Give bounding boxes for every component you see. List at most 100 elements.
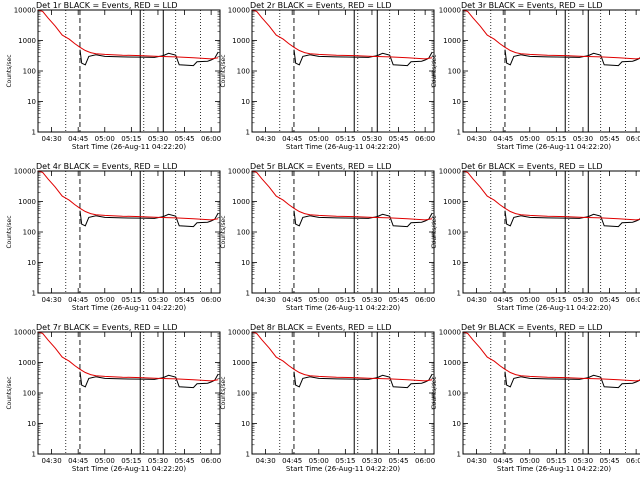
series-events-line	[79, 371, 219, 389]
x-tick-label: 06:00	[626, 135, 640, 143]
x-tick-label: 04:45	[493, 457, 513, 465]
y-tick-label: 10000	[14, 329, 36, 337]
y-tick-label: 1	[32, 129, 36, 137]
panel-det-4: Det 4r BLACK = Events, RED = LLD 1 10 100 10…	[6, 162, 221, 312]
y-axis-label: Counts/sec	[6, 376, 13, 409]
panel-title: Det 7r BLACK = Events, RED = LLD	[36, 323, 178, 332]
y-axis-label: Counts/sec	[6, 54, 13, 87]
panel-det-9: Det 9r BLACK = Events, RED = LLD 1 10 100 10…	[431, 323, 640, 473]
y-axis-label: Counts/sec	[431, 215, 438, 248]
x-tick-label: 06:00	[415, 135, 435, 143]
x-tick-label: 04:45	[68, 296, 88, 304]
x-tick-label: 04:45	[282, 457, 302, 465]
series-events-line	[504, 210, 640, 228]
x-tick-label: 04:30	[41, 457, 61, 465]
series-lld-line	[251, 331, 433, 382]
x-tick-label: 05:00	[95, 135, 115, 143]
x-tick-label: 05:00	[95, 296, 115, 304]
plot-frame	[37, 170, 221, 294]
x-tick-label: 06:00	[201, 135, 221, 143]
x-tick-label: 04:30	[466, 135, 486, 143]
panel-det-2: Det 2r BLACK = Events, RED = LLD 1 10 100 10…	[220, 1, 435, 151]
y-tick-label: 1	[32, 290, 36, 298]
x-tick-label: 04:30	[466, 457, 486, 465]
x-tick-label: 06:00	[626, 457, 640, 465]
y-axis-label: Counts/sec	[431, 54, 438, 87]
y-tick-label: 1	[457, 129, 461, 137]
y-tick-label: 1000	[232, 359, 250, 367]
x-tick-label: 05:45	[174, 296, 194, 304]
y-tick-label: 1000	[232, 198, 250, 206]
x-tick-label: 05:45	[388, 135, 408, 143]
series-events-line	[293, 49, 433, 67]
x-tick-label: 04:45	[493, 296, 513, 304]
y-tick-label: 1	[457, 290, 461, 298]
x-tick-label: 05:30	[362, 457, 382, 465]
panel-det-8: Det 8r BLACK = Events, RED = LLD 1 10 100 10…	[220, 323, 435, 473]
x-axis-label: Start Time (26-Aug-11 04:22:20)	[72, 304, 186, 312]
y-tick-label: 10	[452, 420, 461, 428]
x-tick-label: 06:00	[415, 457, 435, 465]
y-tick-label: 10	[241, 420, 250, 428]
x-tick-label: 04:45	[68, 457, 88, 465]
y-tick-label: 1	[32, 451, 36, 459]
x-tick-label: 05:30	[148, 296, 168, 304]
y-tick-label: 10000	[228, 7, 250, 15]
series-lld-line	[462, 9, 640, 60]
x-tick-label: 06:00	[201, 457, 221, 465]
x-tick-label: 05:00	[520, 457, 540, 465]
y-tick-label: 100	[23, 229, 36, 237]
x-tick-label: 04:30	[255, 296, 275, 304]
x-tick-label: 05:00	[309, 296, 329, 304]
y-tick-label: 100	[237, 229, 250, 237]
y-axis-label: Counts/sec	[220, 376, 227, 409]
y-tick-label: 10000	[14, 7, 36, 15]
x-tick-label: 05:15	[121, 135, 141, 143]
y-tick-label: 10	[27, 259, 36, 267]
y-tick-label: 10000	[439, 7, 461, 15]
panel-title: Det 9r BLACK = Events, RED = LLD	[461, 323, 603, 332]
plot-frame	[37, 9, 221, 133]
panel-title: Det 1r BLACK = Events, RED = LLD	[36, 1, 178, 10]
plot-frame	[462, 9, 640, 133]
x-tick-label: 05:45	[599, 296, 619, 304]
x-tick-label: 06:00	[201, 296, 221, 304]
series-lld-line	[251, 170, 433, 221]
y-tick-label: 10	[241, 259, 250, 267]
x-tick-label: 05:45	[174, 135, 194, 143]
plot-frame	[37, 331, 221, 455]
x-tick-label: 05:15	[546, 296, 566, 304]
y-tick-label: 100	[448, 390, 461, 398]
x-axis-label: Start Time (26-Aug-11 04:22:20)	[286, 304, 400, 312]
series-lld-line	[37, 9, 219, 60]
panel-det-1: Det 1r BLACK = Events, RED = LLD 1 10 100 10…	[6, 1, 221, 151]
x-tick-label: 04:30	[41, 296, 61, 304]
x-tick-label: 05:30	[148, 457, 168, 465]
panel-det-5: Det 5r BLACK = Events, RED = LLD 1 10 100 10…	[220, 162, 435, 312]
x-tick-label: 04:45	[493, 135, 513, 143]
x-tick-label: 05:30	[362, 135, 382, 143]
y-tick-label: 1000	[18, 359, 36, 367]
x-tick-label: 06:00	[626, 296, 640, 304]
x-axis-label: Start Time (26-Aug-11 04:22:20)	[72, 143, 186, 151]
x-tick-label: 04:45	[282, 135, 302, 143]
series-events-line	[293, 371, 433, 389]
x-axis-label: Start Time (26-Aug-11 04:22:20)	[72, 465, 186, 473]
y-axis-label: Counts/sec	[431, 376, 438, 409]
panel-title: Det 6r BLACK = Events, RED = LLD	[461, 162, 603, 171]
x-tick-label: 04:45	[282, 296, 302, 304]
y-tick-label: 100	[448, 229, 461, 237]
y-axis-label: Counts/sec	[220, 54, 227, 87]
y-tick-label: 100	[237, 68, 250, 76]
x-tick-label: 05:00	[95, 457, 115, 465]
plot-frame	[251, 9, 435, 133]
x-axis-label: Start Time (26-Aug-11 04:22:20)	[497, 304, 611, 312]
panel-det-7: Det 7r BLACK = Events, RED = LLD 1 10 100 10…	[6, 323, 221, 473]
x-tick-label: 05:30	[573, 457, 593, 465]
x-tick-label: 06:00	[415, 296, 435, 304]
y-tick-label: 1000	[18, 198, 36, 206]
y-tick-label: 1	[246, 290, 250, 298]
plot-frame	[462, 170, 640, 294]
